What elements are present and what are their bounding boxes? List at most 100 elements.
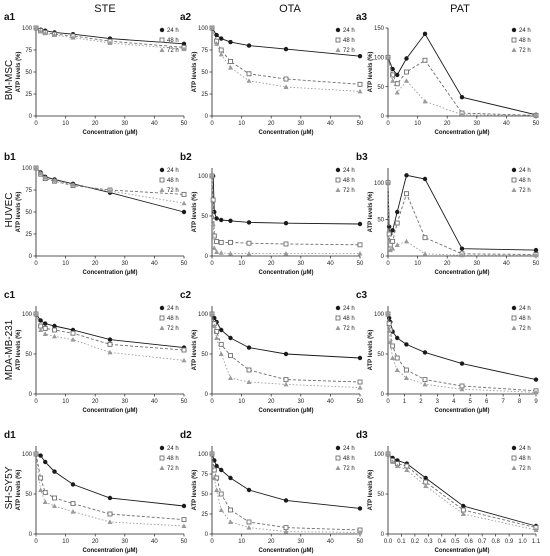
y-tick-label: 100 — [374, 312, 385, 318]
data-point-72h — [214, 487, 220, 492]
data-point-72h — [357, 529, 363, 535]
data-point-72h — [211, 475, 217, 480]
data-point-72h — [459, 252, 465, 258]
x-tick-label: 1.0 — [518, 539, 527, 545]
y-tick-label: 0 — [205, 532, 209, 538]
series-line-48h — [211, 175, 361, 246]
legend-marker — [511, 37, 517, 43]
data-point-72h — [283, 251, 289, 256]
data-point-48h — [390, 238, 396, 244]
data-point-48h — [394, 355, 400, 361]
y-axis-label: ATP levels (%) — [16, 470, 22, 511]
data-point-24h — [219, 36, 224, 41]
chart-panel-d1: d1 0 50 100 0 10 20 30 40 50 Concentration (μM) ATP… — [4, 430, 188, 554]
x-tick-label: 50 — [357, 261, 364, 267]
data-point-48h — [283, 76, 289, 82]
data-point-72h — [33, 311, 39, 316]
row-header-sh-sy5y: SH-SY5Y — [4, 466, 15, 509]
legend-label: 24 h — [519, 446, 531, 452]
y-tick-label: 100 — [198, 312, 209, 318]
data-point-72h — [387, 339, 393, 344]
data-point-72h — [209, 173, 215, 178]
row-header-huvec: HUVEC — [4, 192, 15, 227]
column-header-pat: PAT — [450, 3, 470, 15]
data-point-48h — [357, 81, 363, 87]
x-tick-label: 30 — [297, 399, 304, 405]
data-point-24h — [181, 503, 187, 509]
data-point-72h — [390, 459, 396, 464]
data-point-24h — [43, 459, 48, 465]
data-point-72h — [52, 177, 57, 183]
data-point-72h — [181, 46, 187, 52]
x-axis-label: Concentration (μM) — [259, 548, 314, 554]
data-point-24h — [181, 209, 187, 215]
series-line-72h — [211, 27, 361, 92]
data-point-72h — [38, 170, 44, 176]
data-point-72h — [33, 451, 39, 456]
data-point-48h — [42, 325, 48, 331]
x-tick-label: 0.2 — [411, 539, 420, 545]
data-point-48h — [214, 239, 220, 245]
data-point-48h — [246, 367, 252, 373]
chart-panel-c2: c2 0 50 100 0 10 20 30 40 50 Concentration (μM) ATP… — [180, 290, 364, 414]
data-point-72h — [385, 311, 391, 316]
series-line-48h — [211, 453, 361, 531]
data-point-24h — [283, 221, 289, 226]
legend-marker — [159, 177, 165, 183]
y-tick-label: 0 — [381, 392, 385, 398]
data-point-24h — [43, 321, 48, 326]
x-tick-label: 0.1 — [397, 539, 406, 545]
data-point-48h — [228, 239, 233, 245]
data-point-72h — [246, 525, 252, 530]
data-point-72h — [181, 357, 187, 363]
data-point-24h — [395, 335, 400, 341]
chart-panel-a2: a2 0 25 50 75 100 0 10 20 30 40 50 Concentration (μM… — [180, 12, 364, 136]
legend-marker — [335, 315, 341, 321]
data-point-72h — [246, 78, 252, 83]
data-point-24h — [219, 217, 224, 223]
y-tick-label: 100 — [374, 181, 385, 187]
x-tick-label: 0.9 — [505, 539, 514, 545]
data-point-72h — [42, 331, 48, 336]
legend-label: 24 h — [167, 168, 179, 174]
y-axis-label: ATP levels (%) — [368, 52, 374, 93]
data-point-48h — [181, 517, 187, 523]
legend-label: 72 h — [343, 326, 355, 332]
legend-label: 24 h — [519, 28, 531, 34]
data-point-48h — [246, 71, 252, 77]
data-point-72h — [533, 112, 539, 118]
x-tick-label: 30 — [473, 121, 480, 127]
legend-label: 48 h — [519, 456, 531, 462]
chart-panel-d3: d3 0 50 100 0.0 0.1 0.2 0.3 0.4 0.5 0.6 0.7 0.8 0.9 1.… — [356, 430, 541, 554]
x-tick-label: 0 — [210, 121, 214, 127]
data-point-72h — [70, 337, 76, 342]
data-point-48h — [357, 242, 363, 248]
legend-label: 48 h — [167, 178, 179, 184]
legend-label: 72 h — [519, 326, 531, 332]
y-tick-label: 50 — [25, 492, 32, 498]
x-axis-label: Concentration (μM) — [435, 408, 490, 414]
data-point-24h — [390, 228, 395, 233]
data-point-72h — [70, 182, 76, 187]
data-point-72h — [386, 327, 392, 332]
panel-label: c3 — [356, 290, 368, 301]
data-point-72h — [228, 65, 233, 70]
x-tick-label: 50 — [181, 261, 188, 267]
data-point-24h — [390, 66, 395, 72]
data-point-48h — [422, 377, 428, 383]
legend-label: 24 h — [343, 168, 355, 174]
data-point-72h — [394, 89, 400, 95]
panel-label: d2 — [180, 430, 192, 441]
chart-panel-b1: b1 0 25 50 75 100 0 10 20 30 40 50 Concentration (μM… — [4, 152, 188, 276]
data-point-48h — [218, 341, 224, 347]
y-tick-label: 0 — [381, 532, 385, 538]
data-point-72h — [52, 32, 57, 38]
data-point-72h — [52, 503, 57, 508]
x-tick-label: 5 — [469, 399, 473, 405]
y-tick-label: 50 — [377, 85, 384, 91]
y-tick-label: 50 — [377, 218, 384, 224]
legend-marker — [335, 47, 341, 52]
x-tick-label: 10 — [62, 121, 69, 127]
legend-marker — [335, 465, 341, 470]
y-tick-label: 50 — [201, 352, 208, 358]
